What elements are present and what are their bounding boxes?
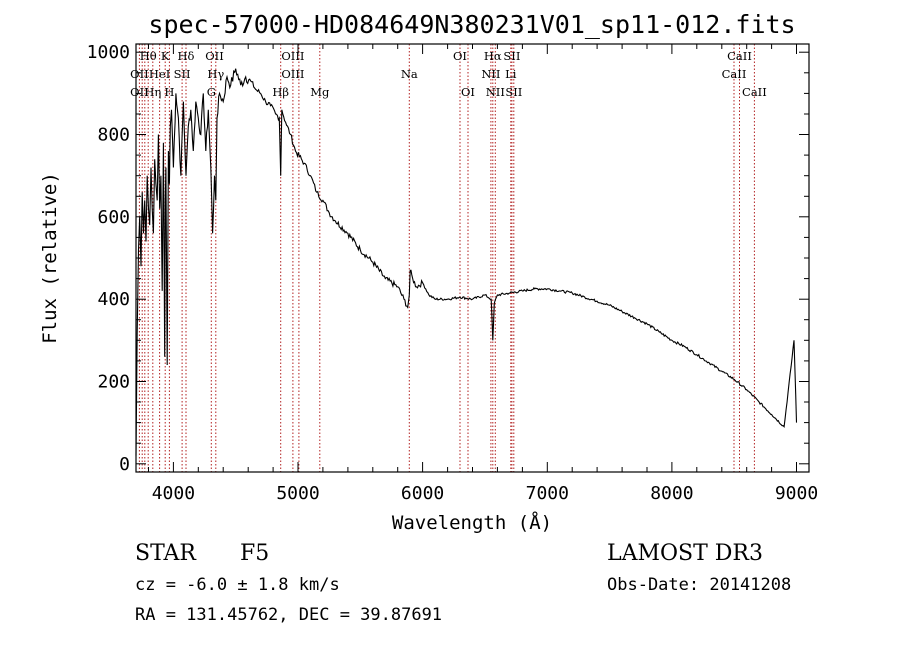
line-label: Hθ [140,49,157,63]
spectral-line-markers [138,44,755,472]
line-label: G [207,85,216,99]
line-label: Hα [484,49,502,63]
x-tick-label: 7000 [526,483,569,504]
spectral-subclass: F5 [240,541,269,566]
x-tick-label: 8000 [650,483,693,504]
line-label: OIII [281,49,304,63]
line-label: CaII [722,67,747,81]
line-label: SII [505,85,522,99]
y-tick-label: 1000 [87,42,130,63]
y-tick-label: 0 [119,454,130,475]
observation-date: Obs-Date: 20141208 [607,575,791,595]
line-label: K [161,49,170,63]
line-label: Hδ [178,49,195,63]
line-label: OII [205,49,224,63]
redshift-velocity: cz = -6.0 ± 1.8 km/s [135,575,340,595]
line-label: Hη [144,85,161,99]
chart-title: spec-57000-HD084649N380231V01_sp11-012.f… [148,10,795,39]
line-label: OII [130,85,149,99]
x-axis-ticks: 4000 5000 6000 7000 8000 9000 [148,44,818,504]
line-label: NII [486,85,505,99]
line-label: H [164,85,174,99]
y-tick-label: 800 [97,125,130,146]
line-label: OIII [281,67,304,81]
y-axis-label: Flux (relative) [39,172,61,344]
line-label: OI [453,49,467,63]
x-tick-label: 6000 [401,483,444,504]
coordinates: RA = 131.45762, DEC = 39.87691 [135,605,442,625]
line-label: SII [174,67,191,81]
x-axis-label: Wavelength (Å) [392,511,552,534]
line-label: CaII [727,49,752,63]
line-label: Mg [310,85,330,99]
flux-series-line [135,68,798,456]
line-label: Hβ [272,85,289,99]
y-tick-label: 400 [97,289,130,310]
plot-frame [135,43,810,473]
line-label: OI [461,85,475,99]
line-label: NII [481,67,500,81]
y-tick-label: 200 [97,372,130,393]
x-tick-label: 5000 [276,483,319,504]
line-label: CaII [742,85,767,99]
line-label: Hγ [207,67,224,81]
x-tick-label: 4000 [152,483,195,504]
x-tick-label: 9000 [775,483,818,504]
y-tick-label: 600 [97,207,130,228]
line-label: OII [130,67,149,81]
line-label: HeI [149,67,170,81]
survey-name: LAMOST DR3 [607,541,763,566]
object-class: STAR [135,541,197,566]
line-label: Na [401,67,418,81]
line-label: Li [505,67,517,81]
y-axis-ticks: 0 200 400 600 800 1000 [87,42,809,475]
line-label: SII [503,49,520,63]
